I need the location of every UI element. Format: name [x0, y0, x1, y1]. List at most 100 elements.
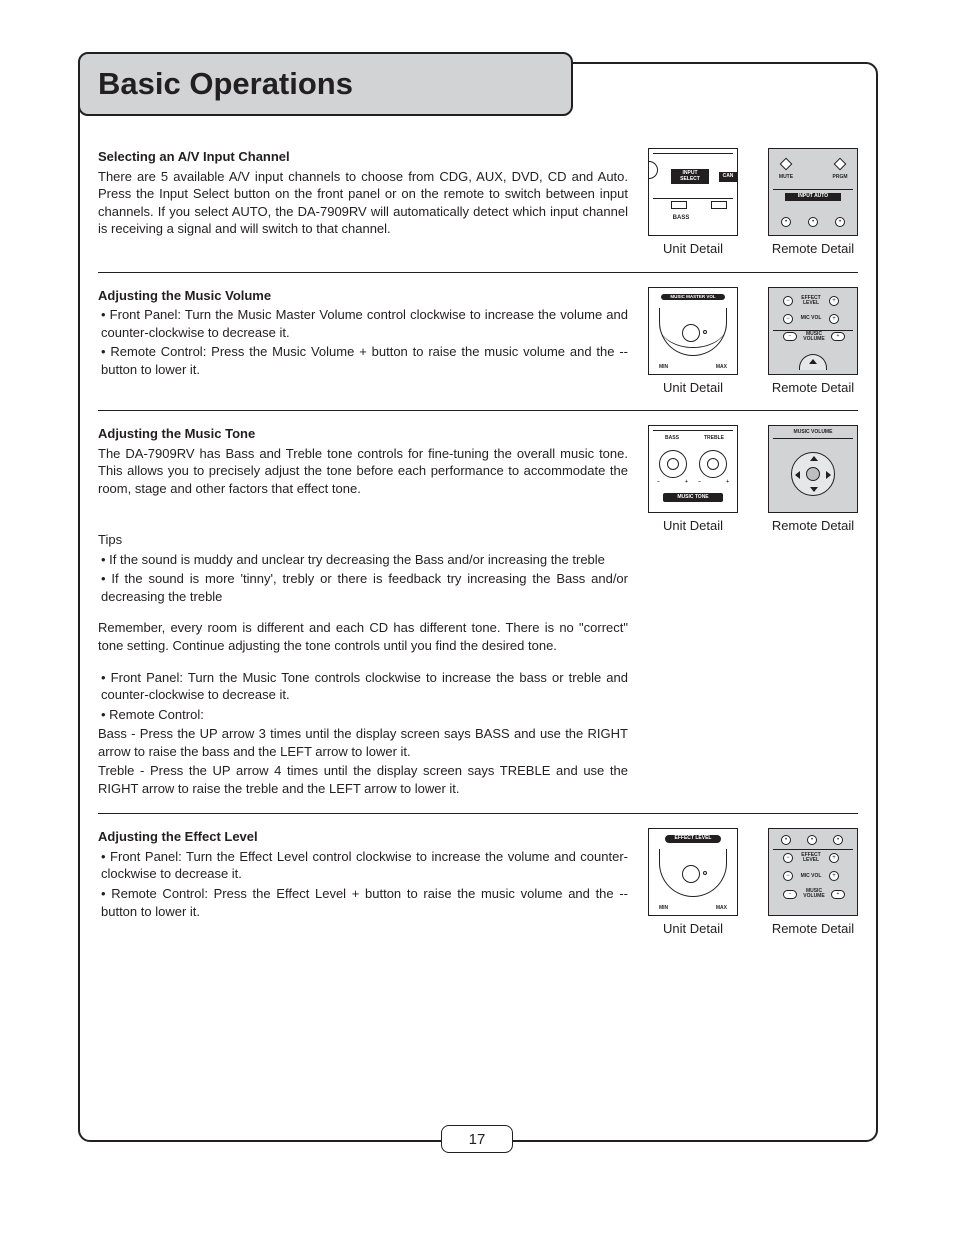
unit-detail: EFFECT LEVEL MIN MAX Unit Detail	[648, 828, 738, 938]
knob-icon	[682, 324, 700, 342]
treble-label: TREBLE	[701, 436, 727, 441]
remote-caption: Remote Detail	[768, 920, 858, 938]
minus-icon: −	[783, 314, 793, 324]
dot-icon	[703, 330, 707, 334]
minus-icon: −	[783, 871, 793, 881]
music-tone-bar: MUSIC TONE	[663, 493, 723, 503]
plus-icon: +	[829, 314, 839, 324]
small-button-icon: •	[835, 217, 845, 227]
minus-icon: −	[783, 332, 797, 341]
unit-detail: INPUT SELECT CAN BASS Unit Detail	[648, 148, 738, 258]
bullet: • Remote Control:	[98, 706, 628, 724]
remote-detail: MUTE PRGM INPUT AUTO • • • Remote Detail	[768, 148, 858, 258]
section-heading: Adjusting the Music Volume	[98, 288, 271, 303]
content-area: Selecting an A/V Input Channel There are…	[98, 148, 858, 966]
plus-icon: +	[829, 853, 839, 863]
up-arrow-icon	[810, 456, 818, 461]
max-label: MAX	[716, 906, 727, 911]
bullet: • Front Panel: Turn the Music Tone contr…	[98, 669, 628, 704]
bullet: • Remote Control: Press the Effect Level…	[98, 885, 628, 920]
page-number: 17	[469, 1131, 486, 1148]
plus-icon: +	[829, 871, 839, 881]
unit-panel-diagram: MUSIC MASTER VOL MIN MAX	[648, 287, 738, 375]
minus-icon: −	[783, 890, 797, 899]
section-text: Adjusting the Music Tone The DA-7909RV h…	[98, 425, 628, 799]
music-vol-row: − MUSIC VOLUME +	[783, 889, 845, 899]
detail-images: INPUT SELECT CAN BASS Unit Detail MUTE P…	[648, 148, 858, 258]
section-effect-level: Adjusting the Effect Level • Front Panel…	[98, 828, 858, 952]
plus-icon: +	[831, 332, 845, 341]
section-heading: Selecting an A/V Input Channel	[98, 149, 290, 164]
minus-icon: −	[783, 853, 793, 863]
min-label: MIN	[659, 906, 668, 911]
remote-panel-diagram: • • • − EFFECT LEVEL + − MIC VOL +	[768, 828, 858, 916]
divider-line	[773, 438, 853, 439]
down-arrow-icon	[810, 487, 818, 492]
prgm-label: PRGM	[829, 175, 851, 180]
dpad-center	[806, 467, 820, 481]
square-icon	[671, 201, 687, 209]
row-label: MIC VOL	[797, 316, 825, 321]
tips-heading: Tips	[98, 531, 628, 549]
knob-label: MUSIC MASTER VOL	[661, 294, 725, 301]
unit-caption: Unit Detail	[648, 920, 738, 938]
panel-lines	[653, 153, 733, 199]
remote-panel-diagram: − EFFECT LEVEL + − MIC VOL + − MUSIC VOL…	[768, 287, 858, 375]
remote-caption: Remote Detail	[768, 240, 858, 258]
title-tab: Basic Operations	[78, 52, 573, 116]
small-button-icon: •	[781, 217, 791, 227]
bullet: • If the sound is more 'tinny', trebly o…	[98, 570, 628, 605]
minus-label: −	[657, 480, 660, 485]
knob-label: EFFECT LEVEL	[665, 835, 721, 843]
bass-knob-icon	[659, 450, 687, 478]
input-auto-bar: INPUT AUTO	[785, 193, 841, 201]
plus-icon: +	[829, 296, 839, 306]
remote-caption: Remote Detail	[768, 379, 858, 397]
right-arrow-icon	[826, 471, 831, 479]
bullet: • Remote Control: Press the Music Volume…	[98, 343, 628, 378]
mute-label: MUTE	[775, 175, 797, 180]
bullet: • If the sound is muddy and unclear try …	[98, 551, 628, 569]
section-heading: Adjusting the Effect Level	[98, 829, 258, 844]
unit-detail: BASS TREBLE − + − + MUSIC TONE Unit Deta…	[648, 425, 738, 535]
small-button-icon: •	[833, 835, 843, 845]
remote-detail: − EFFECT LEVEL + − MIC VOL + − MUSIC VOL…	[768, 287, 858, 397]
max-label: MAX	[716, 365, 727, 370]
detail-images: BASS TREBLE − + − + MUSIC TONE Unit Deta…	[648, 425, 858, 535]
unit-detail: MUSIC MASTER VOL MIN MAX Unit Detail	[648, 287, 738, 397]
mic-vol-row: − MIC VOL +	[783, 314, 839, 324]
row-label: MIC VOL	[797, 874, 825, 879]
detail-images: MUSIC MASTER VOL MIN MAX Unit Detail − E…	[648, 287, 858, 397]
section-input-channel: Selecting an A/V Input Channel There are…	[98, 148, 858, 273]
page-title: Basic Operations	[98, 66, 353, 102]
page-number-box: 17	[441, 1125, 513, 1153]
section-body: Bass - Press the UP arrow 3 times until …	[98, 725, 628, 760]
dpad-top-icon	[799, 354, 827, 370]
row-label: MUSIC VOLUME	[801, 332, 827, 342]
treble-knob-icon	[699, 450, 727, 478]
section-body: The DA-7909RV has Bass and Treble tone c…	[98, 445, 628, 498]
divider-line	[773, 849, 853, 850]
small-button-icon: •	[808, 217, 818, 227]
section-body: Remember, every room is different and ea…	[98, 619, 628, 654]
small-button-icon: •	[807, 835, 817, 845]
plus-icon: +	[831, 890, 845, 899]
bullet: • Front Panel: Turn the Effect Level con…	[98, 848, 628, 883]
remote-panel-diagram: MUTE PRGM INPUT AUTO • • •	[768, 148, 858, 236]
unit-panel-diagram: INPUT SELECT CAN BASS	[648, 148, 738, 236]
section-text: Adjusting the Effect Level • Front Panel…	[98, 828, 628, 922]
unit-panel-diagram: EFFECT LEVEL MIN MAX	[648, 828, 738, 916]
min-label: MIN	[659, 365, 668, 370]
bullet: • Front Panel: Turn the Music Master Vol…	[98, 306, 628, 341]
remote-detail: • • • − EFFECT LEVEL + − MIC VOL +	[768, 828, 858, 938]
row-label: MUSIC VOLUME	[801, 889, 827, 899]
row-label: EFFECT LEVEL	[797, 296, 825, 306]
plus-label: +	[726, 480, 729, 485]
unit-panel-diagram: BASS TREBLE − + − + MUSIC TONE	[648, 425, 738, 513]
remote-caption: Remote Detail	[768, 517, 858, 535]
unit-caption: Unit Detail	[648, 517, 738, 535]
up-arrow-icon	[809, 359, 817, 364]
remote-detail: MUSIC VOLUME Remote Detail	[768, 425, 858, 535]
row-label: EFFECT LEVEL	[797, 853, 825, 863]
square-icon	[711, 201, 727, 209]
